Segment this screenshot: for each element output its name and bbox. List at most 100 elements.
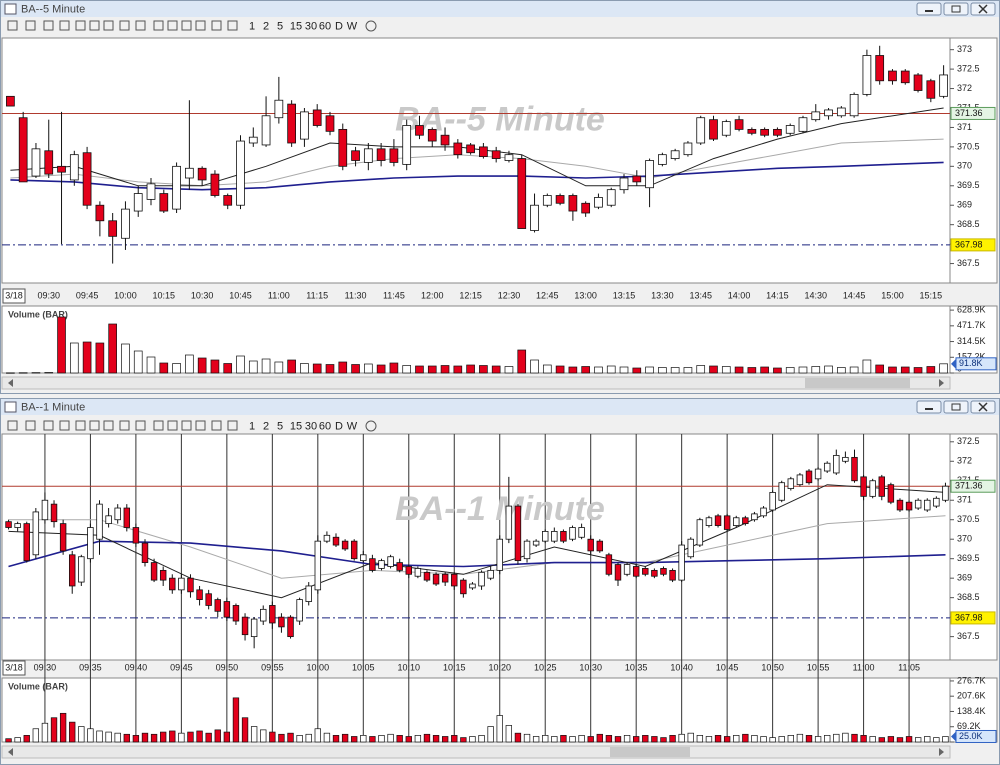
toolbar-icon[interactable] bbox=[153, 420, 164, 431]
candle-body bbox=[823, 462, 831, 472]
volume-bar bbox=[594, 366, 603, 374]
scrollbar-thumb[interactable] bbox=[610, 747, 690, 757]
volume-bar bbox=[178, 732, 185, 743]
candle-body bbox=[581, 202, 591, 214]
volume-bar bbox=[260, 729, 267, 743]
x-tick-label: 14:00 bbox=[728, 290, 751, 300]
volume-bar bbox=[939, 363, 948, 374]
toolbar-icon[interactable] bbox=[181, 420, 192, 431]
candle-body bbox=[747, 128, 757, 134]
window-button[interactable] bbox=[916, 400, 942, 414]
toolbar-icon[interactable] bbox=[211, 20, 222, 31]
volume-bar bbox=[214, 729, 221, 743]
volume-bar bbox=[132, 735, 140, 743]
toolbar-button[interactable]: W bbox=[347, 420, 358, 432]
toolbar-icon[interactable] bbox=[89, 420, 100, 431]
volume-bar bbox=[632, 367, 642, 374]
toolbar-icon[interactable] bbox=[75, 420, 86, 431]
button-glyph bbox=[951, 403, 961, 411]
toolbar-button[interactable]: 5 bbox=[277, 20, 283, 32]
candle-body bbox=[41, 499, 49, 521]
toolbar-button[interactable]: 30 bbox=[305, 20, 317, 32]
scroll-arrow-right[interactable] bbox=[939, 748, 944, 756]
toolbar-button[interactable]: 60 bbox=[319, 20, 331, 32]
toolbar-button[interactable]: 15 bbox=[290, 20, 302, 32]
toolbar-icon[interactable] bbox=[103, 420, 114, 431]
scroll-arrow-left[interactable] bbox=[8, 748, 13, 756]
toolbar-icon[interactable] bbox=[75, 20, 86, 31]
toolbar-button[interactable]: W bbox=[347, 20, 358, 32]
toolbar-button[interactable]: 5 bbox=[277, 420, 283, 432]
volume-bar bbox=[378, 735, 385, 743]
toolbar-icon[interactable] bbox=[195, 20, 206, 31]
volume-last-arrow bbox=[951, 358, 956, 369]
toolbar-icon[interactable] bbox=[365, 420, 377, 432]
toolbar-icon[interactable] bbox=[59, 420, 70, 431]
scrollbar-track[interactable] bbox=[1, 745, 951, 759]
toolbar-button[interactable]: 60 bbox=[319, 420, 331, 432]
toolbar-icon[interactable] bbox=[43, 20, 54, 31]
candle-body bbox=[696, 117, 706, 144]
candle-body bbox=[14, 523, 21, 528]
candle-body bbox=[632, 566, 640, 577]
volume-bar bbox=[210, 359, 220, 374]
candle-body bbox=[387, 556, 394, 567]
candle-body bbox=[6, 95, 15, 107]
toolbar-button[interactable]: 15 bbox=[290, 420, 302, 432]
scroll-arrow-left[interactable] bbox=[8, 379, 13, 387]
volume-last-label: 25.0K bbox=[959, 731, 983, 741]
x-tick-label: 10:35 bbox=[625, 662, 648, 672]
volume-bar bbox=[769, 737, 776, 743]
toolbar-icon[interactable] bbox=[89, 20, 100, 31]
x-tick-label: 10:00 bbox=[307, 662, 330, 672]
toolbar-button[interactable]: 30 bbox=[305, 420, 317, 432]
toolbar-button[interactable]: D bbox=[335, 420, 343, 432]
toolbar-icon[interactable] bbox=[153, 20, 164, 31]
scroll-arrow-right[interactable] bbox=[939, 379, 944, 387]
toolbar-icon[interactable] bbox=[167, 420, 178, 431]
reference-label: 367.98 bbox=[955, 612, 983, 622]
volume-bar bbox=[402, 365, 412, 374]
toolbar-icon[interactable] bbox=[7, 420, 18, 431]
toolbar-button[interactable]: 1 bbox=[249, 20, 255, 32]
toolbar-icon[interactable] bbox=[365, 20, 377, 32]
volume-bar bbox=[23, 735, 30, 743]
candle-body bbox=[721, 121, 731, 136]
toolbar-icon[interactable] bbox=[25, 20, 36, 31]
scrollbar-thumb[interactable] bbox=[805, 378, 910, 388]
toolbar-icon[interactable] bbox=[181, 20, 192, 31]
toolbar-icon[interactable] bbox=[103, 20, 114, 31]
candle-body bbox=[687, 538, 694, 558]
toolbar-button[interactable]: D bbox=[335, 20, 343, 32]
window-button[interactable] bbox=[943, 400, 969, 414]
volume-bar bbox=[504, 366, 514, 374]
toolbar-icon[interactable] bbox=[7, 20, 18, 31]
toolbar-icon[interactable] bbox=[135, 20, 146, 31]
volume-bar bbox=[287, 732, 294, 743]
volume-bar bbox=[389, 362, 399, 374]
toolbar-icon[interactable] bbox=[211, 420, 222, 431]
window-button[interactable] bbox=[943, 2, 969, 16]
toolbar-icon[interactable] bbox=[227, 20, 238, 31]
volume-bar bbox=[721, 366, 731, 374]
candle-body bbox=[214, 599, 221, 612]
toolbar-icon[interactable] bbox=[167, 20, 178, 31]
candle-body bbox=[542, 531, 549, 542]
volume-bar bbox=[760, 366, 769, 374]
toolbar-icon[interactable] bbox=[195, 420, 206, 431]
toolbar-icon[interactable] bbox=[25, 420, 36, 431]
scrollbar-track[interactable] bbox=[1, 376, 951, 390]
toolbar-icon[interactable] bbox=[119, 420, 130, 431]
toolbar-icon[interactable] bbox=[119, 20, 130, 31]
toolbar-icon[interactable] bbox=[227, 420, 238, 431]
volume-bar bbox=[332, 735, 340, 743]
toolbar-icon[interactable] bbox=[59, 20, 70, 31]
candle-body bbox=[778, 482, 785, 501]
y-tick-label: 368.5 bbox=[957, 219, 980, 229]
toolbar-button[interactable]: 2 bbox=[263, 20, 269, 32]
toolbar-icon[interactable] bbox=[43, 420, 54, 431]
window-button[interactable] bbox=[916, 2, 942, 16]
toolbar-button[interactable]: 1 bbox=[249, 420, 255, 432]
toolbar-button[interactable]: 2 bbox=[263, 420, 269, 432]
toolbar-icon[interactable] bbox=[135, 420, 146, 431]
